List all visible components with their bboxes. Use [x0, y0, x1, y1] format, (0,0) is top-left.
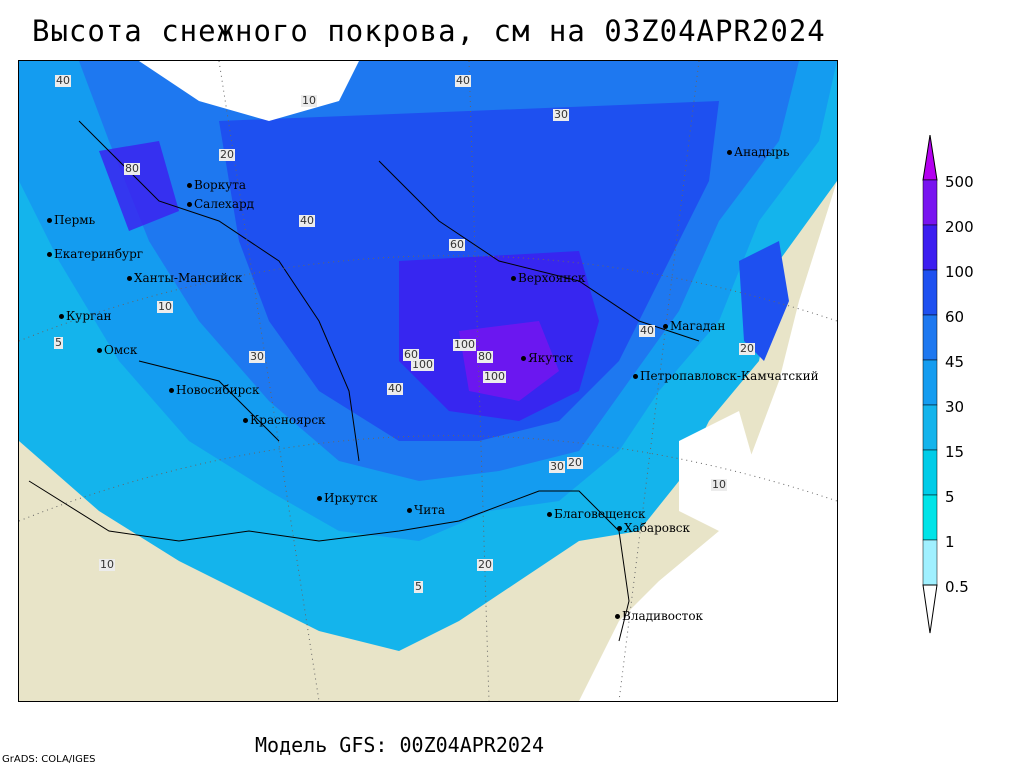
contour-label: 40: [639, 324, 655, 337]
city-label: Красноярск: [243, 413, 326, 427]
city-marker-icon: [407, 508, 412, 513]
city-label: Пермь: [47, 213, 95, 227]
city-marker-icon: [521, 356, 526, 361]
city-marker-icon: [187, 202, 192, 207]
city-marker-icon: [187, 183, 192, 188]
city-label: Салехард: [187, 197, 254, 211]
legend-label: 15: [945, 443, 965, 461]
city-label: Благовещенск: [547, 507, 645, 521]
city-marker-icon: [127, 276, 132, 281]
city-marker-icon: [727, 150, 732, 155]
contour-label: 40: [55, 74, 71, 87]
legend-label: 1: [945, 533, 955, 551]
contour-label: 20: [477, 558, 493, 571]
city-marker-icon: [617, 526, 622, 531]
city-label: Новосибирск: [169, 383, 260, 397]
contour-label: 10: [301, 94, 317, 107]
contour-label: 10: [99, 558, 115, 571]
city-marker-icon: [59, 314, 64, 319]
contour-label: 40: [299, 214, 315, 227]
city-marker-icon: [633, 374, 638, 379]
city-label: Чита: [407, 503, 445, 517]
city-label: Петропавловск-Камчатский: [633, 369, 819, 383]
contour-label: 30: [549, 460, 565, 473]
city-label: Хабаровск: [617, 521, 690, 535]
city-marker-icon: [243, 418, 248, 423]
contour-label: 60: [449, 238, 465, 251]
legend-label: 30: [945, 398, 965, 416]
city-label: Ханты-Мансийск: [127, 271, 242, 285]
grads-credit: GrADS: COLA/IGES: [2, 754, 96, 765]
legend-label: 100: [945, 263, 974, 281]
legend-label: 60: [945, 308, 965, 326]
city-marker-icon: [47, 218, 52, 223]
contour-label: 80: [477, 350, 493, 363]
legend-label: 200: [945, 218, 974, 236]
contour-label: 30: [249, 350, 265, 363]
city-label: Екатеринбург: [47, 247, 143, 261]
snow-depth-map: 40 40 20 10 30 60 80 100 100 100 80 60 4…: [18, 60, 838, 702]
city-label: Владивосток: [615, 609, 703, 623]
city-marker-icon: [169, 388, 174, 393]
legend-colorbar: [922, 135, 938, 634]
city-marker-icon: [547, 512, 552, 517]
legend-label: 45: [945, 353, 965, 371]
contour-label: 60: [403, 348, 419, 361]
contour-label: 20: [567, 456, 583, 469]
contour-label: 80: [124, 162, 140, 175]
city-label: Воркута: [187, 178, 246, 192]
legend-label: 500: [945, 173, 974, 191]
contour-label: 40: [455, 74, 471, 87]
contour-label: 20: [219, 148, 235, 161]
contour-label: 10: [157, 300, 173, 313]
city-marker-icon: [663, 324, 668, 329]
contour-label: 5: [414, 580, 423, 593]
contour-label: 100: [483, 370, 506, 383]
city-marker-icon: [47, 252, 52, 257]
city-marker-icon: [97, 348, 102, 353]
city-marker-icon: [317, 496, 322, 501]
contour-label: 100: [453, 338, 476, 351]
contour-label: 10: [711, 478, 727, 491]
city-label: Курган: [59, 309, 111, 323]
legend-label: 0.5: [945, 578, 969, 596]
city-marker-icon: [615, 614, 620, 619]
city-marker-icon: [511, 276, 516, 281]
legend-label: 5: [945, 488, 955, 506]
city-label: Иркутск: [317, 491, 378, 505]
city-label: Магадан: [663, 319, 725, 333]
contour-label: 20: [739, 342, 755, 355]
model-footer: Модель GFS: 00Z04APR2024: [255, 733, 544, 757]
city-label: Омск: [97, 343, 137, 357]
color-legend: 500 200 100 60 45 30 15 5 1 0.5: [915, 135, 1024, 635]
contour-label: 5: [54, 336, 63, 349]
city-label: Верхоянск: [511, 271, 585, 285]
city-label: Якутск: [521, 351, 573, 365]
city-label: Анадырь: [727, 145, 789, 159]
contour-label: 100: [411, 358, 434, 371]
contour-label: 30: [553, 108, 569, 121]
map-title: Высота снежного покрова, см на 03Z04APR2…: [32, 14, 826, 48]
contour-label: 40: [387, 382, 403, 395]
